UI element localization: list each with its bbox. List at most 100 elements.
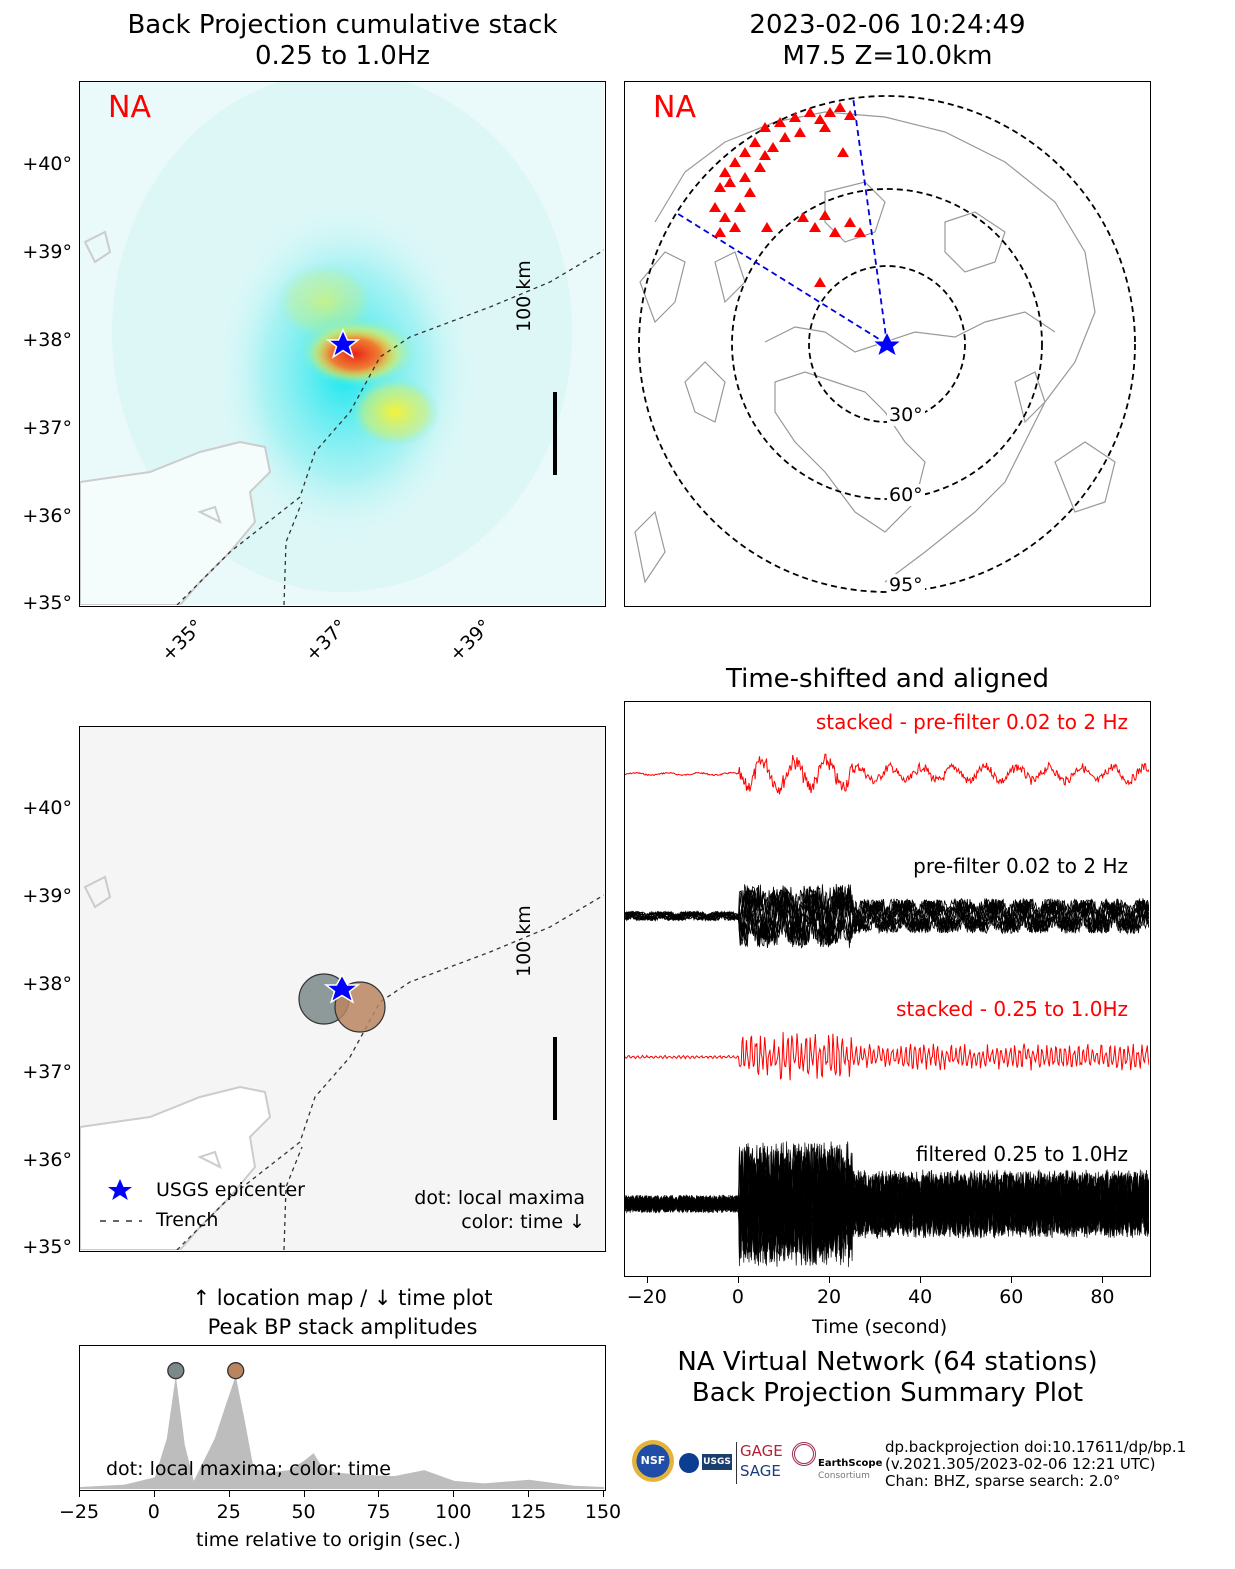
bp-ytick: +39° xyxy=(22,241,72,263)
logos: NSF USGS GAGE SAGE EarthScope Consortium xyxy=(632,1440,882,1488)
trace-label-4: filtered 0.25 to 1.0Hz xyxy=(915,1142,1128,1166)
peak-marker-2 xyxy=(227,1362,245,1380)
amplitude-title-line1: ↑ location map / ↓ time plot xyxy=(192,1286,493,1310)
amplitude-xtick-label: 50 xyxy=(291,1501,316,1523)
bp-ytick: +35° xyxy=(22,592,72,614)
loc-ytick: +39° xyxy=(22,885,72,907)
amplitude-xtick-label: 150 xyxy=(584,1501,622,1523)
earthscope-logo: EarthScope xyxy=(818,1458,883,1469)
traces-xtick-label: 60 xyxy=(999,1286,1024,1308)
traces-xtick-label: −20 xyxy=(626,1286,667,1308)
station-markers xyxy=(709,102,866,287)
credits-line2: (v.2021.305/2023-02-06 12:21 UTC) xyxy=(885,1455,1156,1473)
traces-xtick-mark xyxy=(920,1277,922,1283)
traces-xtick-mark xyxy=(1102,1277,1104,1283)
amplitude-title: ↑ location map / ↓ time plot Peak BP sta… xyxy=(80,1284,605,1342)
traces-panel: stacked - pre-filter 0.02 to 2 Hz pre-fi… xyxy=(624,701,1151,1277)
amplitude-xtick-mark xyxy=(378,1491,380,1497)
traces-xtick-mark xyxy=(829,1277,831,1283)
traces-xtick-mark xyxy=(646,1277,648,1283)
amplitude-xtick-mark xyxy=(453,1491,455,1497)
bp-ytick: +36° xyxy=(22,505,72,527)
nasa-logo xyxy=(679,1453,699,1473)
amplitude-xtick-mark xyxy=(228,1491,230,1497)
amplitude-xtick-mark xyxy=(79,1491,80,1497)
bp-ytick: +40° xyxy=(22,153,72,175)
amplitude-xtick-mark xyxy=(603,1491,604,1497)
loc-ytick: +38° xyxy=(22,973,72,995)
station-map-title: 2023-02-06 10:24:49 M7.5 Z=10.0km xyxy=(625,10,1150,72)
bp-title-line2: 0.25 to 1.0Hz xyxy=(254,41,431,71)
legend-star-icon xyxy=(108,1179,132,1200)
summary-line1: NA Virtual Network (64 stations) xyxy=(677,1347,1098,1377)
traces-xtick-label: 20 xyxy=(816,1286,842,1308)
amplitude-xlabel: time relative to origin (sec.) xyxy=(196,1529,461,1551)
summary-title: NA Virtual Network (64 stations) Back Pr… xyxy=(625,1347,1150,1409)
credits-block: dp.backprojection doi:10.17611/dp/bp.1 (… xyxy=(885,1439,1186,1490)
traces-xtick-label: 40 xyxy=(908,1286,933,1308)
traces-xtick-mark xyxy=(737,1277,739,1283)
trace-label-3: stacked - 0.25 to 1.0Hz xyxy=(896,997,1128,1021)
amplitude-xtick-mark xyxy=(528,1491,530,1497)
loc-ytick: +36° xyxy=(22,1149,72,1171)
station-map-svg xyxy=(634,95,1136,593)
legend-epicenter-label: USGS epicenter xyxy=(156,1179,305,1201)
bp-ytick: +38° xyxy=(22,329,72,351)
location-note-line1: dot: local maxima xyxy=(414,1187,585,1209)
trace-line xyxy=(625,884,1149,946)
station-map-panel: NA 30° 60° 95° xyxy=(624,81,1151,607)
location-map-panel: 100 km USGS epicenter Trench dot: local … xyxy=(79,726,606,1252)
amplitude-xtick-label: 0 xyxy=(147,1501,160,1523)
bp-heatmap-svg xyxy=(80,82,604,605)
traces-xlabel: Time (second) xyxy=(812,1316,948,1338)
location-scale-label: 100 km xyxy=(513,905,535,977)
station-map-network-label: NA xyxy=(653,90,696,125)
trace-line xyxy=(625,1145,1149,1268)
trace-line xyxy=(625,887,1149,948)
ring-label-95: 95° xyxy=(887,574,925,596)
trace-line xyxy=(625,884,1149,948)
traces-svg xyxy=(625,753,1149,1268)
trace-line xyxy=(625,886,1149,947)
bp-title-line1: Back Projection cumulative stack xyxy=(127,10,558,40)
sage-logo: SAGE xyxy=(740,1462,781,1480)
amplitude-xtick-label: 125 xyxy=(510,1501,547,1523)
bp-title: Back Projection cumulative stack 0.25 to… xyxy=(80,10,605,72)
consortium-logo: Consortium xyxy=(818,1471,870,1481)
trace-line xyxy=(625,1032,1149,1081)
bp-xtick: +39° xyxy=(445,615,496,666)
traces-xtick-label: 80 xyxy=(1090,1286,1115,1308)
station-map-title-line1: 2023-02-06 10:24:49 xyxy=(749,10,1026,40)
amplitude-xtick-label: −25 xyxy=(58,1501,100,1523)
loc-ytick: +37° xyxy=(22,1061,72,1083)
traces-title: Time-shifted and aligned xyxy=(726,664,1049,694)
nsf-logo: NSF xyxy=(632,1440,674,1482)
amplitude-area xyxy=(80,1375,604,1489)
loc-ytick: +35° xyxy=(22,1236,72,1258)
usgs-logo: USGS xyxy=(702,1454,732,1470)
amplitude-panel: dot: local maxima; color: time xyxy=(79,1345,606,1491)
bp-network-label: NA xyxy=(108,90,151,125)
bp-scale-label: 100 km xyxy=(513,260,535,332)
station-map-title-line2: M7.5 Z=10.0km xyxy=(782,41,993,71)
trace-line xyxy=(625,753,1149,795)
credits-line1: dp.backprojection doi:10.17611/dp/bp.1 xyxy=(885,1438,1187,1456)
location-map-svg xyxy=(80,875,604,1250)
credits-line3: Chan: BHZ, sparse search: 2.0° xyxy=(885,1472,1121,1490)
earthscope-icon xyxy=(792,1442,816,1466)
bp-epicenter-star xyxy=(325,328,361,359)
legend-trench-label: Trench xyxy=(156,1209,219,1231)
amplitude-xtick-mark xyxy=(153,1491,155,1497)
traces-xtick-mark xyxy=(1011,1277,1013,1283)
amplitude-xtick-label: 100 xyxy=(435,1501,472,1523)
summary-line2: Back Projection Summary Plot xyxy=(691,1378,1084,1408)
amplitude-xtick-label: 25 xyxy=(216,1501,241,1523)
amplitude-xtick-label: 75 xyxy=(366,1501,391,1523)
bp-xtick: +35° xyxy=(157,615,208,666)
location-epicenter-star xyxy=(323,973,361,1004)
amplitude-note: dot: local maxima; color: time xyxy=(106,1458,391,1480)
peak-marker-1 xyxy=(167,1362,185,1380)
bp-heatmap-panel: NA 100 km xyxy=(79,81,606,607)
trace-label-1: stacked - pre-filter 0.02 to 2 Hz xyxy=(815,710,1128,734)
station-map-epicenter-star xyxy=(871,330,903,358)
